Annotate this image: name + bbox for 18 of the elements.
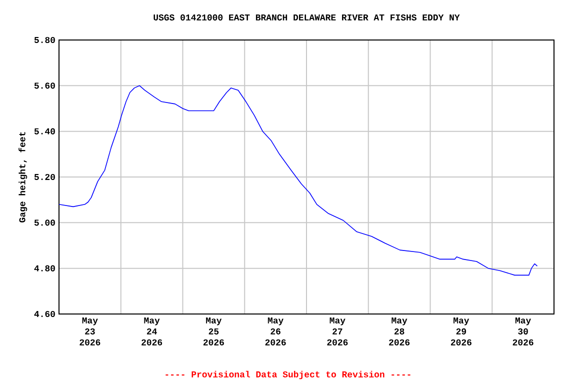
y-tick-label: 4.60 <box>34 310 55 318</box>
y-tick-label: 5.40 <box>34 128 55 134</box>
x-tick-label: May 30 2026 <box>512 318 534 346</box>
y-tick-label: 5.60 <box>34 82 55 89</box>
x-tick-label: May 27 2026 <box>327 318 348 346</box>
y-tick-label: 5.00 <box>34 220 55 226</box>
x-tick-label: May 26 2026 <box>265 318 286 346</box>
y-axis-title: Gage height, feet <box>18 132 28 222</box>
x-tick-label: May 29 2026 <box>450 318 472 346</box>
text: ---- Provisional Data Subject to Revision ---- <box>166 370 410 380</box>
y-tick-label: 5.20 <box>34 174 55 180</box>
x-tick-label: May 23 2026 <box>80 318 100 346</box>
y-tick-label: 4.80 <box>34 265 55 272</box>
x-tick-label: May 25 2026 <box>203 318 224 346</box>
chart-title: USGS 01421000 EAST BRANCH DELAWARE RIVER AT FISHS EDDY NY <box>154 14 460 21</box>
x-tick-label: May 28 2026 <box>389 318 410 346</box>
y-tick-label: 5.80 <box>34 36 55 44</box>
x-tick-label: May 24 2026 <box>142 318 162 346</box>
